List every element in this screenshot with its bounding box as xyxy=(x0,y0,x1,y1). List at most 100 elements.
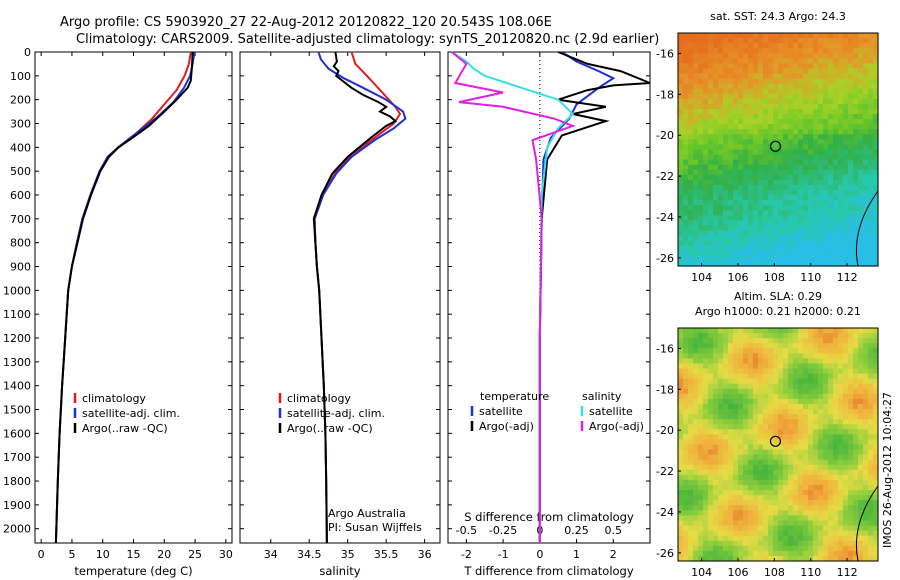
heatmap-cell xyxy=(703,255,709,262)
heatmap-cell xyxy=(853,129,859,135)
heatmap-cell xyxy=(713,129,719,135)
heatmap-cell xyxy=(783,510,789,517)
heatmap-cell xyxy=(858,403,864,410)
heatmap-cell xyxy=(713,225,719,232)
heatmap-cell xyxy=(703,459,709,466)
heatmap-cell xyxy=(683,149,689,156)
heatmap-cell xyxy=(803,220,809,227)
heatmap-cell xyxy=(788,174,794,181)
heatmap-cell xyxy=(728,348,734,354)
heatmap-cell xyxy=(818,398,824,405)
heatmap-cell xyxy=(833,515,839,522)
heatmap-cell xyxy=(798,103,804,110)
heatmap-cell xyxy=(763,93,769,100)
heatmap-cell xyxy=(773,119,779,125)
heatmap-cell xyxy=(813,328,819,334)
heatmap-cell xyxy=(778,343,784,349)
heatmap-cell xyxy=(793,525,799,532)
heatmap-cell xyxy=(848,93,854,100)
heatmap-cell xyxy=(828,520,834,527)
heatmap-cell xyxy=(718,525,724,532)
heatmap-cell xyxy=(793,459,799,466)
heatmap-cell xyxy=(703,505,709,511)
heatmap-cell xyxy=(698,419,704,425)
heatmap-cell xyxy=(778,333,784,339)
heatmap-cell xyxy=(728,210,734,216)
heatmap-cell xyxy=(803,373,809,380)
heatmap-cell xyxy=(803,479,809,486)
heatmap-cell xyxy=(728,83,734,90)
heatmap-cell xyxy=(798,139,804,146)
heatmap-cell xyxy=(788,240,794,247)
heatmap-cell xyxy=(788,190,794,196)
heatmap-cell xyxy=(863,200,869,206)
heatmap-cell xyxy=(768,464,774,471)
heatmap-cell xyxy=(818,520,824,527)
heatmap-cell xyxy=(818,205,824,211)
heatmap-cell xyxy=(753,205,759,211)
heatmap-cell xyxy=(693,225,699,232)
heatmap-cell xyxy=(838,388,844,395)
heatmap-cell xyxy=(753,353,759,359)
heatmap-cell xyxy=(818,525,824,532)
heatmap-cell xyxy=(718,73,724,80)
heatmap-cell xyxy=(798,114,804,120)
heatmap-cell xyxy=(788,134,794,140)
heatmap-cell xyxy=(688,88,694,95)
heatmap-cell xyxy=(873,424,879,430)
heatmap-cell xyxy=(743,373,749,380)
heatmap-cell xyxy=(738,73,744,80)
heatmap-cell xyxy=(803,338,809,344)
heatmap-cell xyxy=(843,179,849,186)
heatmap-cell xyxy=(793,353,799,359)
heatmap-cell xyxy=(873,419,879,425)
heatmap-cell xyxy=(788,68,794,75)
heatmap-cell xyxy=(773,550,779,557)
heatmap-cell xyxy=(778,353,784,359)
heatmap-cell xyxy=(733,43,739,49)
heatmap-cell xyxy=(748,474,754,481)
heatmap-cell xyxy=(748,449,754,456)
heatmap-cell xyxy=(733,174,739,181)
heatmap-cell xyxy=(773,338,779,344)
heatmap-cell xyxy=(738,464,744,471)
heatmap-cell xyxy=(728,124,734,130)
heatmap-cell xyxy=(783,205,789,211)
heatmap-cell xyxy=(703,429,709,435)
heatmap-cell xyxy=(788,144,794,151)
heatmap-cell xyxy=(743,388,749,395)
heatmap-cell xyxy=(778,434,784,441)
heatmap-cell xyxy=(803,409,809,415)
heatmap-cell xyxy=(698,195,704,201)
heatmap-cell xyxy=(848,469,854,476)
heatmap-cell xyxy=(758,348,764,354)
heatmap-cell xyxy=(703,479,709,486)
heatmap-cell xyxy=(758,190,764,196)
heatmap-cell xyxy=(848,424,854,430)
heatmap-cell xyxy=(863,515,869,522)
header: Argo profile: CS 5903920_27 22-Aug-2012 … xyxy=(60,15,659,47)
heatmap-cell xyxy=(868,129,874,135)
heatmap-cell xyxy=(788,53,794,59)
heatmap-cell xyxy=(708,114,714,120)
heatmap-cell xyxy=(803,149,809,156)
heatmap-cell xyxy=(838,474,844,481)
heatmap-cell xyxy=(778,419,784,425)
heatmap-cell xyxy=(763,164,769,171)
heatmap-cell xyxy=(793,114,799,120)
heatmap-cell xyxy=(813,63,819,70)
heatmap-cell xyxy=(838,220,844,227)
heatmap-cell xyxy=(828,98,834,105)
heatmap-cell xyxy=(718,454,724,461)
heatmap-cell xyxy=(868,210,874,216)
heatmap-cell xyxy=(873,500,879,506)
heatmap-cell xyxy=(768,500,774,506)
heatmap-cell xyxy=(688,235,694,242)
heatmap-cell xyxy=(788,169,794,176)
heatmap-cell xyxy=(758,393,764,400)
heatmap-cell xyxy=(843,129,849,135)
heatmap-cell xyxy=(688,195,694,201)
heatmap-cell xyxy=(788,215,794,222)
heatmap-cell xyxy=(723,83,729,90)
